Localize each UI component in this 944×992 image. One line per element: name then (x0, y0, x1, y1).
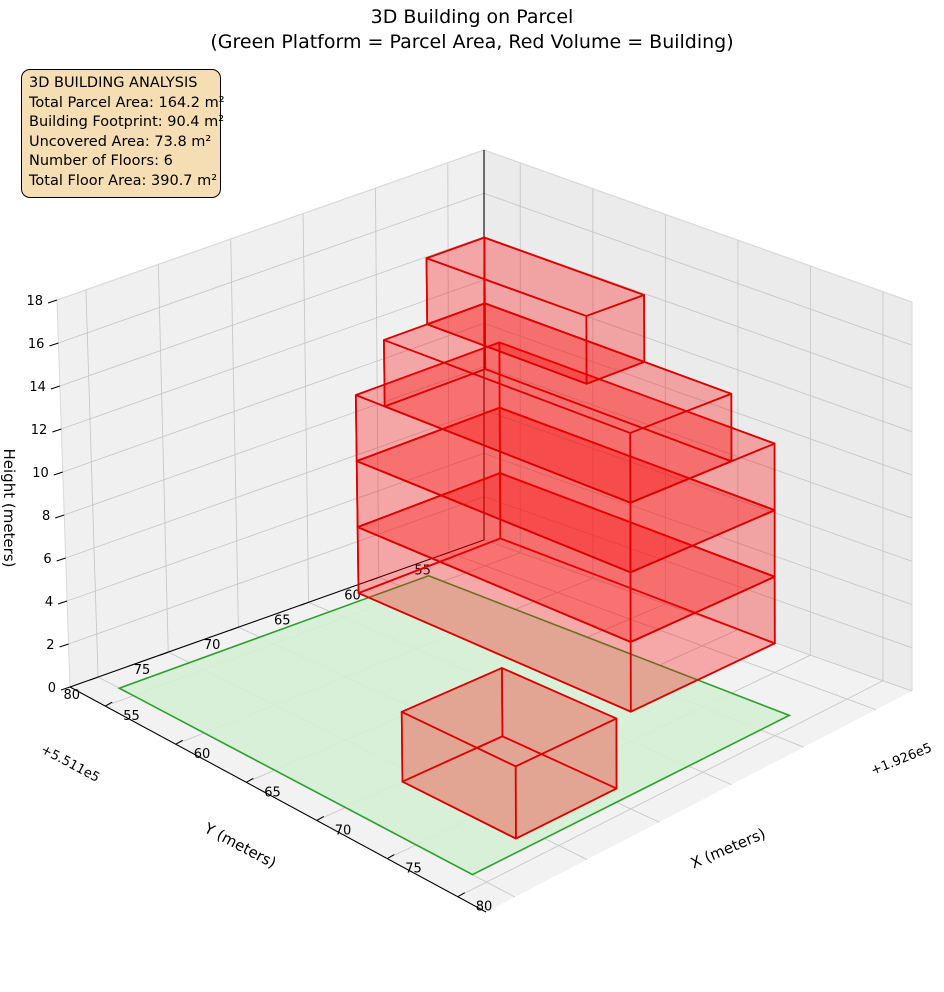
x-axis-title: X (meters) (688, 825, 768, 873)
grid-line (483, 366, 913, 519)
back-pane-y (57, 150, 484, 687)
scene-polygons (117, 236, 792, 876)
grid-line (483, 496, 913, 649)
y-tick-mark (370, 576, 379, 581)
z-tick-mark (60, 686, 71, 691)
info-footprint: Building Footprint: 90.4 m² (29, 114, 225, 131)
info-uncovered: Uncovered Area: 73.8 m² (29, 133, 212, 150)
x-tick-label: 80 (476, 900, 493, 915)
pane-edge (56, 149, 485, 301)
x-tick-mark (316, 816, 325, 821)
grid-line (157, 264, 169, 653)
x-tick-label: 60 (194, 747, 211, 762)
x-tick-mark (457, 892, 466, 898)
y-tick-label: 60 (344, 588, 361, 603)
x-tick-mark (387, 854, 395, 860)
chart-title-line2: (Green Platform = Parcel Area, Red Volum… (210, 31, 734, 53)
grid-line (85, 289, 99, 678)
grid-line (374, 188, 380, 578)
y-tick-label: 80 (64, 688, 81, 703)
z-tick-label: 0 (48, 681, 56, 696)
building-face (383, 302, 733, 434)
z-tick-mark (49, 342, 59, 347)
x-axis-line (69, 686, 487, 913)
y-offset-label: +5.511e5 (38, 742, 102, 785)
z-tick-mark (53, 471, 63, 476)
grid-line (457, 680, 884, 898)
y-tick-mark (230, 626, 239, 631)
chart-title-line1: 3D Building on Parcel (370, 6, 574, 28)
grid-line (447, 162, 450, 553)
building-floor-2 (356, 472, 776, 713)
y-tick-mark (300, 601, 309, 606)
x-tick-label: 55 (123, 709, 140, 724)
grid-line (68, 496, 485, 645)
grid-line (483, 236, 913, 389)
info-parcel-area: Total Parcel Area: 164.2 m² (29, 94, 225, 111)
z-tick-mark (50, 385, 61, 390)
z-tick-label: 2 (46, 638, 54, 653)
z-tick-label: 6 (43, 552, 51, 567)
y-tick-label: 70 (204, 638, 221, 653)
building-face (400, 667, 618, 768)
z-tick-mark (52, 428, 62, 433)
y-tick-label: 75 (134, 663, 151, 678)
grid-line (61, 279, 485, 430)
grid-line (302, 213, 310, 603)
z-tick-label: 4 (45, 595, 53, 610)
z-tick-label: 14 (29, 380, 46, 395)
x-tick-mark (175, 739, 184, 745)
x-tick-label: 75 (405, 862, 422, 877)
y-axis-line (69, 539, 485, 688)
z-tick-label: 10 (32, 466, 49, 481)
z-tick-mark (59, 643, 69, 648)
info-floors: Number of Floors: 6 (29, 153, 173, 170)
building-floor-5 (383, 302, 733, 504)
grid-line (483, 322, 913, 476)
grid-line (59, 236, 485, 387)
z-tick-mark (47, 299, 58, 304)
grid-line (66, 452, 485, 602)
y-tick-label: 65 (274, 613, 291, 628)
building-floor-1 (400, 667, 618, 840)
y-axis-title: Y (meters) (201, 819, 280, 872)
z-tick-label: 8 (42, 509, 50, 524)
x-tick-mark (246, 777, 254, 783)
z-tick-mark (57, 600, 68, 605)
x-offset-label: +1.926e5 (869, 741, 934, 779)
z-tick-label: 16 (28, 337, 45, 352)
y-tick-mark (89, 676, 99, 681)
parcel-platform (117, 574, 792, 876)
grid-line (483, 452, 913, 605)
info-heading: 3D BUILDING ANALYSIS (29, 75, 198, 91)
grid-line (62, 322, 485, 473)
x-tick-mark (105, 701, 113, 707)
building-floor-6 (425, 236, 646, 385)
y-tick-mark (160, 651, 169, 656)
grid-line (448, 552, 877, 711)
pane-edge (56, 299, 71, 688)
y-tick-mark (440, 551, 450, 556)
grid-line (230, 238, 239, 628)
info-floor-area: Total Floor Area: 390.7 m² (29, 172, 218, 189)
z-tick-label: 18 (26, 294, 43, 309)
grid-line (65, 409, 485, 559)
grid-line (58, 192, 485, 344)
grid-line (483, 539, 913, 692)
building-face (425, 236, 645, 317)
grid-line (483, 192, 913, 346)
x-tick-label: 65 (264, 785, 281, 800)
z-tick-mark (56, 557, 66, 562)
grid-line (64, 366, 485, 516)
z-axis-title: Height (meters) (0, 449, 18, 568)
z-tick-mark (55, 514, 65, 519)
grid-line (483, 409, 913, 562)
building-floor-4 (354, 341, 776, 574)
tick-marks (47, 299, 466, 898)
z-tick-label: 12 (31, 423, 48, 438)
building-analysis-box: 3D BUILDING ANALYSIS Total Parcel Area: … (21, 69, 225, 198)
x-tick-label: 70 (335, 823, 352, 838)
pane-edge (483, 149, 913, 303)
